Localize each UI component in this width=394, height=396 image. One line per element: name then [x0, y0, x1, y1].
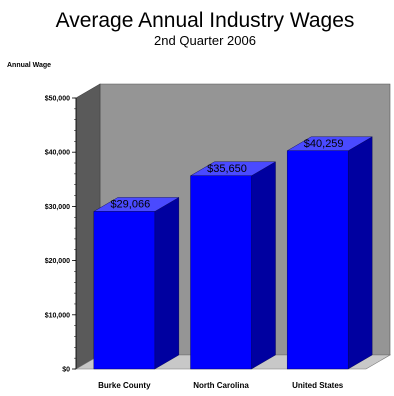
y-axis-label: Annual Wage: [7, 62, 51, 69]
y-tick-label: $50,000: [45, 96, 70, 103]
chart-title: Average Annual Industry Wages: [56, 9, 355, 32]
bar: [286, 150, 349, 370]
y-tick-label: $0: [62, 367, 70, 374]
x-tick-label: Burke County: [98, 381, 151, 390]
bar: [93, 211, 156, 370]
bar-side: [347, 136, 373, 370]
y-tick-label: $10,000: [45, 312, 70, 319]
data-label: $40,259: [304, 138, 344, 150]
data-label: $29,066: [110, 198, 150, 210]
chart-subtitle: 2nd Quarter 2006: [154, 33, 256, 48]
x-tick-label: United States: [292, 381, 344, 390]
data-label: $35,650: [207, 163, 247, 175]
x-tick-label: North Carolina: [193, 381, 249, 390]
y-tick-label: $40,000: [45, 150, 70, 157]
y-tick-label: $20,000: [45, 258, 70, 265]
bar-side: [154, 197, 180, 370]
bar: [190, 175, 252, 370]
bar-side: [251, 161, 276, 370]
y-tick-label: $30,000: [45, 204, 70, 211]
plot-area: $0 $10,000 $20,000 $30,000 $40,000 $50,000 $29…: [45, 83, 392, 390]
